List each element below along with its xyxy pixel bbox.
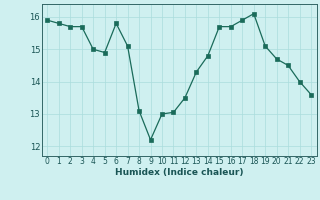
X-axis label: Humidex (Indice chaleur): Humidex (Indice chaleur) (115, 168, 244, 177)
